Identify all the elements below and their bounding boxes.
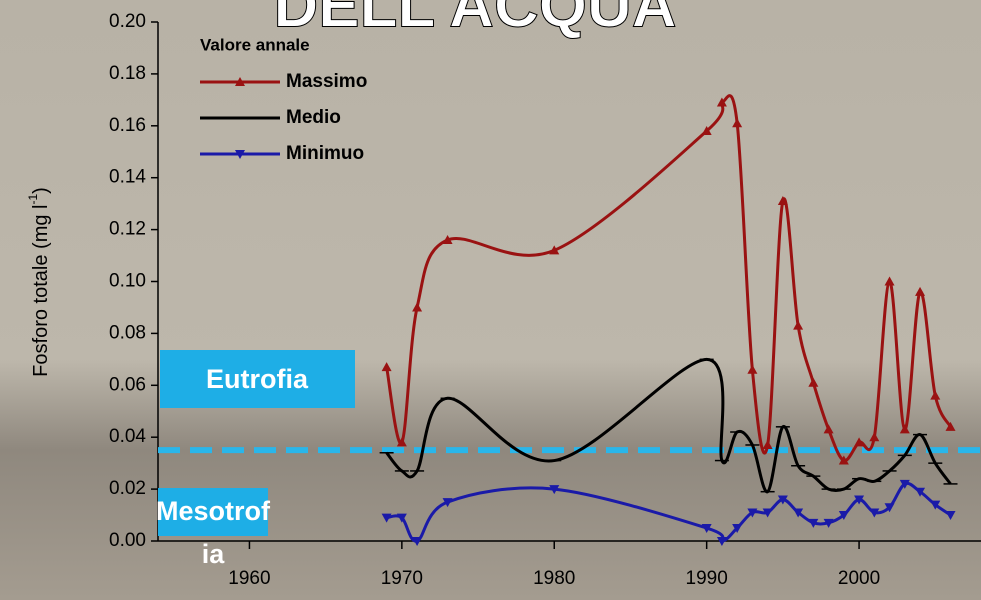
mesotrofia-box (158, 488, 268, 536)
marker (838, 511, 849, 521)
marker (869, 432, 880, 442)
marker (396, 513, 407, 523)
y-tick-label: 0.08 (109, 322, 146, 343)
marker (442, 498, 453, 508)
marker (838, 455, 849, 465)
marker (549, 245, 560, 255)
marker (747, 364, 758, 374)
marker (884, 503, 895, 513)
x-tick-label: 1990 (686, 568, 728, 589)
y-tick-label: 0.04 (109, 426, 146, 447)
marker (793, 508, 804, 518)
y-tick-label: 0.16 (109, 115, 146, 136)
legend-label: Minimuo (286, 143, 364, 164)
y-label-end: ) (30, 187, 52, 194)
marker (869, 508, 880, 518)
annotation: Eutrofia (206, 364, 309, 394)
marker (701, 524, 712, 534)
series-line (385, 94, 952, 463)
marker (823, 424, 834, 434)
marker (777, 495, 788, 505)
marker (945, 511, 956, 521)
marker (235, 77, 245, 86)
marker (808, 518, 819, 528)
marker (701, 125, 712, 135)
x-tick-label: 1960 (228, 568, 270, 589)
annotation: ia (202, 539, 226, 569)
annotation: Mesotrof (156, 496, 271, 526)
marker (762, 508, 773, 518)
y-tick-label: 0.14 (109, 167, 146, 188)
x-tick-label: 1980 (533, 568, 575, 589)
marker (854, 495, 865, 505)
eutrofia-box (160, 350, 355, 408)
y-tick-label: 0.20 (109, 11, 146, 32)
marker (945, 421, 956, 431)
marker (716, 97, 727, 107)
marker (412, 302, 423, 312)
marker (884, 276, 895, 286)
marker (854, 437, 865, 447)
y-tick-label: 0.00 (109, 530, 146, 551)
marker (549, 485, 560, 495)
marker (732, 118, 743, 128)
marker (823, 518, 834, 528)
legend-label: Medio (286, 107, 341, 128)
y-label: Fosforo totale (mg l (30, 205, 52, 377)
marker (412, 537, 423, 546)
marker (716, 537, 727, 546)
marker (915, 487, 926, 497)
marker (899, 424, 910, 434)
x-tick-label: 2000 (838, 568, 880, 589)
marker (381, 362, 392, 372)
title: DELL ACQUA (274, 0, 677, 40)
marker (915, 286, 926, 296)
marker (930, 500, 941, 510)
marker (793, 320, 804, 330)
marker (442, 234, 453, 244)
marker (762, 439, 773, 449)
marker (899, 479, 910, 489)
y-axis-label: Fosforo totale (mg l-1) (26, 187, 52, 377)
marker (732, 524, 743, 534)
marker (396, 437, 407, 447)
marker (235, 150, 245, 159)
marker (747, 508, 758, 518)
x-tick-label: 1970 (381, 568, 423, 589)
y-label-sup: -1 (26, 194, 40, 205)
marker (777, 196, 788, 206)
y-tick-label: 0.12 (109, 219, 146, 240)
y-tick-label: 0.10 (109, 271, 146, 292)
marker (808, 377, 819, 387)
y-tick-label: 0.18 (109, 63, 146, 84)
y-tick-label: 0.06 (109, 374, 146, 395)
marker (381, 513, 392, 523)
plot: 0.00 0.02 0.04 0.06 0.08 0.10 0.12 0.14 0.16 0.18… (109, 11, 981, 589)
y-tick-label: 0.02 (109, 478, 146, 499)
marker (930, 390, 941, 400)
series-line (385, 357, 952, 494)
legend-title: Valore annale (200, 35, 310, 54)
legend-label: Massimo (286, 71, 367, 92)
